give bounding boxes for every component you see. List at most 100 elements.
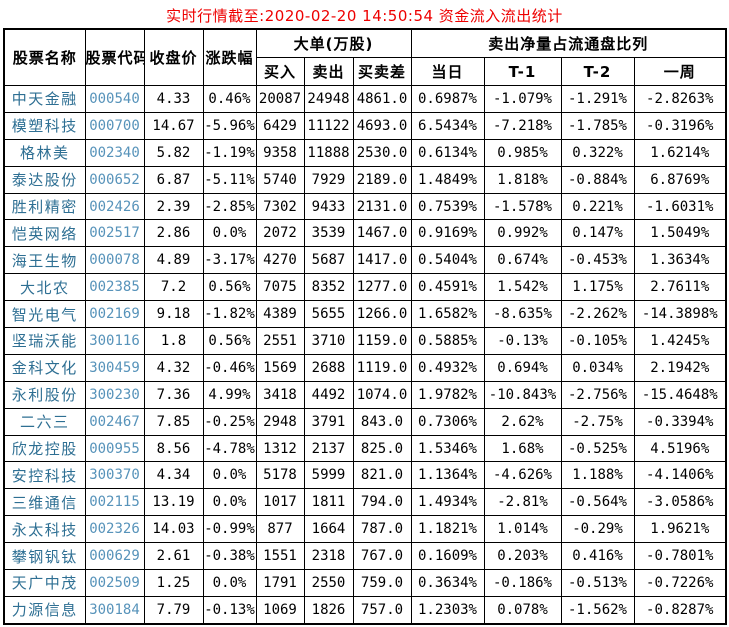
- header-group-sell-net-ratio: 卖出净量占流通盘比列: [410, 28, 727, 58]
- ratio-day: 0.4591%: [410, 273, 485, 302]
- table-row[interactable]: 胜利精密 002426 2.39 -2.85% 7302 9433 2131.0 0.7539…: [3, 192, 727, 221]
- buy-sell-diff: 1266.0: [352, 300, 412, 329]
- stock-code: 002517: [84, 219, 145, 248]
- stock-name: 海王生物: [3, 246, 86, 275]
- change-pct: 4.99%: [202, 380, 257, 409]
- change-pct: -0.13%: [202, 595, 257, 625]
- stock-name: 坚瑞沃能: [3, 327, 86, 355]
- stock-name: 大北农: [3, 273, 86, 302]
- ratio-t1: -1.079%: [483, 85, 562, 113]
- ratio-week: -14.3898%: [633, 300, 727, 329]
- buy-volume: 1312: [255, 434, 305, 463]
- stock-code: 002467: [84, 407, 145, 436]
- ratio-week: -1.6031%: [633, 192, 727, 221]
- stock-code: 000078: [84, 246, 145, 275]
- buy-volume: 1017: [255, 488, 305, 517]
- table-row[interactable]: 二六三 002467 7.85 -0.25% 2948 3791 843.0 0.7306% 2…: [3, 407, 727, 436]
- table-row[interactable]: 安控科技 300370 4.34 0.0% 5178 5999 821.0 1.1364% -4…: [3, 461, 727, 490]
- buy-volume: 2551: [255, 327, 305, 355]
- table-row[interactable]: 金科文化 300459 4.32 -0.46% 1569 2688 1119.0 0.4932…: [3, 353, 727, 382]
- buy-sell-diff: 821.0: [352, 461, 412, 490]
- stock-code: 000955: [84, 434, 145, 463]
- stock-name: 天广中茂: [3, 569, 86, 597]
- ratio-day: 1.9782%: [410, 380, 485, 409]
- table-row[interactable]: 中天金融 000540 4.33 0.46% 20087 24948 4861.0 0.698…: [3, 85, 727, 113]
- stock-name: 泰达股份: [3, 165, 86, 194]
- buy-volume: 20087: [255, 85, 305, 113]
- table-row[interactable]: 欣龙控股 000955 8.56 -4.78% 1312 2137 825.0 1.5346%…: [3, 434, 727, 463]
- stock-code: 002509: [84, 569, 145, 597]
- close-price: 14.03: [143, 515, 204, 544]
- stock-code: 002340: [84, 138, 145, 167]
- ratio-t2: 0.416%: [560, 542, 635, 571]
- close-price: 2.39: [143, 192, 204, 221]
- close-price: 8.56: [143, 434, 204, 463]
- table-row[interactable]: 坚瑞沃能 300116 1.8 0.56% 2551 3710 1159.0 0.5885% -…: [3, 327, 727, 355]
- table-row[interactable]: 模塑科技 000700 14.67 -5.96% 6429 11122 4693.0 6.54…: [3, 111, 727, 140]
- table-row[interactable]: 力源信息 300184 7.79 -0.13% 1069 1826 757.0 1.2303%…: [3, 595, 727, 625]
- change-pct: -1.19%: [202, 138, 257, 167]
- table-row[interactable]: 攀钢钒钛 000629 2.61 -0.38% 1551 2318 767.0 0.1609%…: [3, 542, 727, 571]
- stock-name: 胜利精密: [3, 192, 86, 221]
- ratio-week: 1.5049%: [633, 219, 727, 248]
- sell-volume: 2550: [303, 569, 354, 597]
- ratio-day: 6.5434%: [410, 111, 485, 140]
- buy-sell-diff: 1074.0: [352, 380, 412, 409]
- change-pct: -2.85%: [202, 192, 257, 221]
- ratio-day: 1.1821%: [410, 515, 485, 544]
- table-row[interactable]: 格林美 002340 5.82 -1.19% 9358 11888 2530.0 0.6134…: [3, 138, 727, 167]
- buy-sell-diff: 1417.0: [352, 246, 412, 275]
- sell-volume: 9433: [303, 192, 354, 221]
- buy-sell-diff: 759.0: [352, 569, 412, 597]
- table-row[interactable]: 泰达股份 000652 6.87 -5.11% 5740 7929 2189.0 1.4849…: [3, 165, 727, 194]
- stock-code: 000700: [84, 111, 145, 140]
- change-pct: 0.0%: [202, 488, 257, 517]
- close-price: 7.36: [143, 380, 204, 409]
- buy-volume: 9358: [255, 138, 305, 167]
- table-row[interactable]: 永利股份 300230 7.36 4.99% 3418 4492 1074.0 1.9782%…: [3, 380, 727, 409]
- ratio-week: 2.1942%: [633, 353, 727, 382]
- stock-code: 002426: [84, 192, 145, 221]
- close-price: 14.67: [143, 111, 204, 140]
- ratio-t2: -0.884%: [560, 165, 635, 194]
- buy-volume: 4389: [255, 300, 305, 329]
- ratio-t1: -0.13%: [483, 327, 562, 355]
- change-pct: -5.96%: [202, 111, 257, 140]
- ratio-t1: -2.81%: [483, 488, 562, 517]
- buy-sell-diff: 843.0: [352, 407, 412, 436]
- table-row[interactable]: 永太科技 002326 14.03 -0.99% 877 1664 787.0 1.1821%…: [3, 515, 727, 544]
- table-row[interactable]: 海王生物 000078 4.89 -3.17% 4270 5687 1417.0 0.5404…: [3, 246, 727, 275]
- sell-volume: 1664: [303, 515, 354, 544]
- ratio-t2: 1.188%: [560, 461, 635, 490]
- buy-sell-diff: 787.0: [352, 515, 412, 544]
- ratio-t1: 1.542%: [483, 273, 562, 302]
- ratio-t2: -1.562%: [560, 595, 635, 625]
- buy-sell-diff: 2189.0: [352, 165, 412, 194]
- ratio-t2: -2.756%: [560, 380, 635, 409]
- sell-volume: 2137: [303, 434, 354, 463]
- buy-sell-diff: 1467.0: [352, 219, 412, 248]
- close-price: 2.86: [143, 219, 204, 248]
- table-row[interactable]: 大北农 002385 7.2 0.56% 7075 8352 1277.0 0.4591% 1.…: [3, 273, 727, 302]
- header-group-big-orders: 大单(万股): [255, 28, 412, 58]
- change-pct: 0.0%: [202, 569, 257, 597]
- stock-code: 300459: [84, 353, 145, 382]
- sell-volume: 3791: [303, 407, 354, 436]
- header-day: 当日: [410, 57, 485, 86]
- sell-volume: 7929: [303, 165, 354, 194]
- change-pct: 0.56%: [202, 327, 257, 355]
- table-row[interactable]: 天广中茂 002509 1.25 0.0% 1791 2550 759.0 0.3634% -0…: [3, 569, 727, 597]
- ratio-t1: 0.674%: [483, 246, 562, 275]
- table-row[interactable]: 三维通信 002115 13.19 0.0% 1017 1811 794.0 1.4934% -…: [3, 488, 727, 517]
- ratio-day: 0.3634%: [410, 569, 485, 597]
- table-row[interactable]: 恺英网络 002517 2.86 0.0% 2072 3539 1467.0 0.9169% 0…: [3, 219, 727, 248]
- header-stock-code: 股票代码: [84, 28, 145, 86]
- ratio-day: 1.2303%: [410, 595, 485, 625]
- change-pct: -0.99%: [202, 515, 257, 544]
- ratio-day: 1.1364%: [410, 461, 485, 490]
- buy-volume: 1551: [255, 542, 305, 571]
- ratio-week: 2.7611%: [633, 273, 727, 302]
- table-row[interactable]: 智光电气 002169 9.18 -1.82% 4389 5655 1266.0 1.6582…: [3, 300, 727, 329]
- close-price: 1.8: [143, 327, 204, 355]
- ratio-t2: 1.175%: [560, 273, 635, 302]
